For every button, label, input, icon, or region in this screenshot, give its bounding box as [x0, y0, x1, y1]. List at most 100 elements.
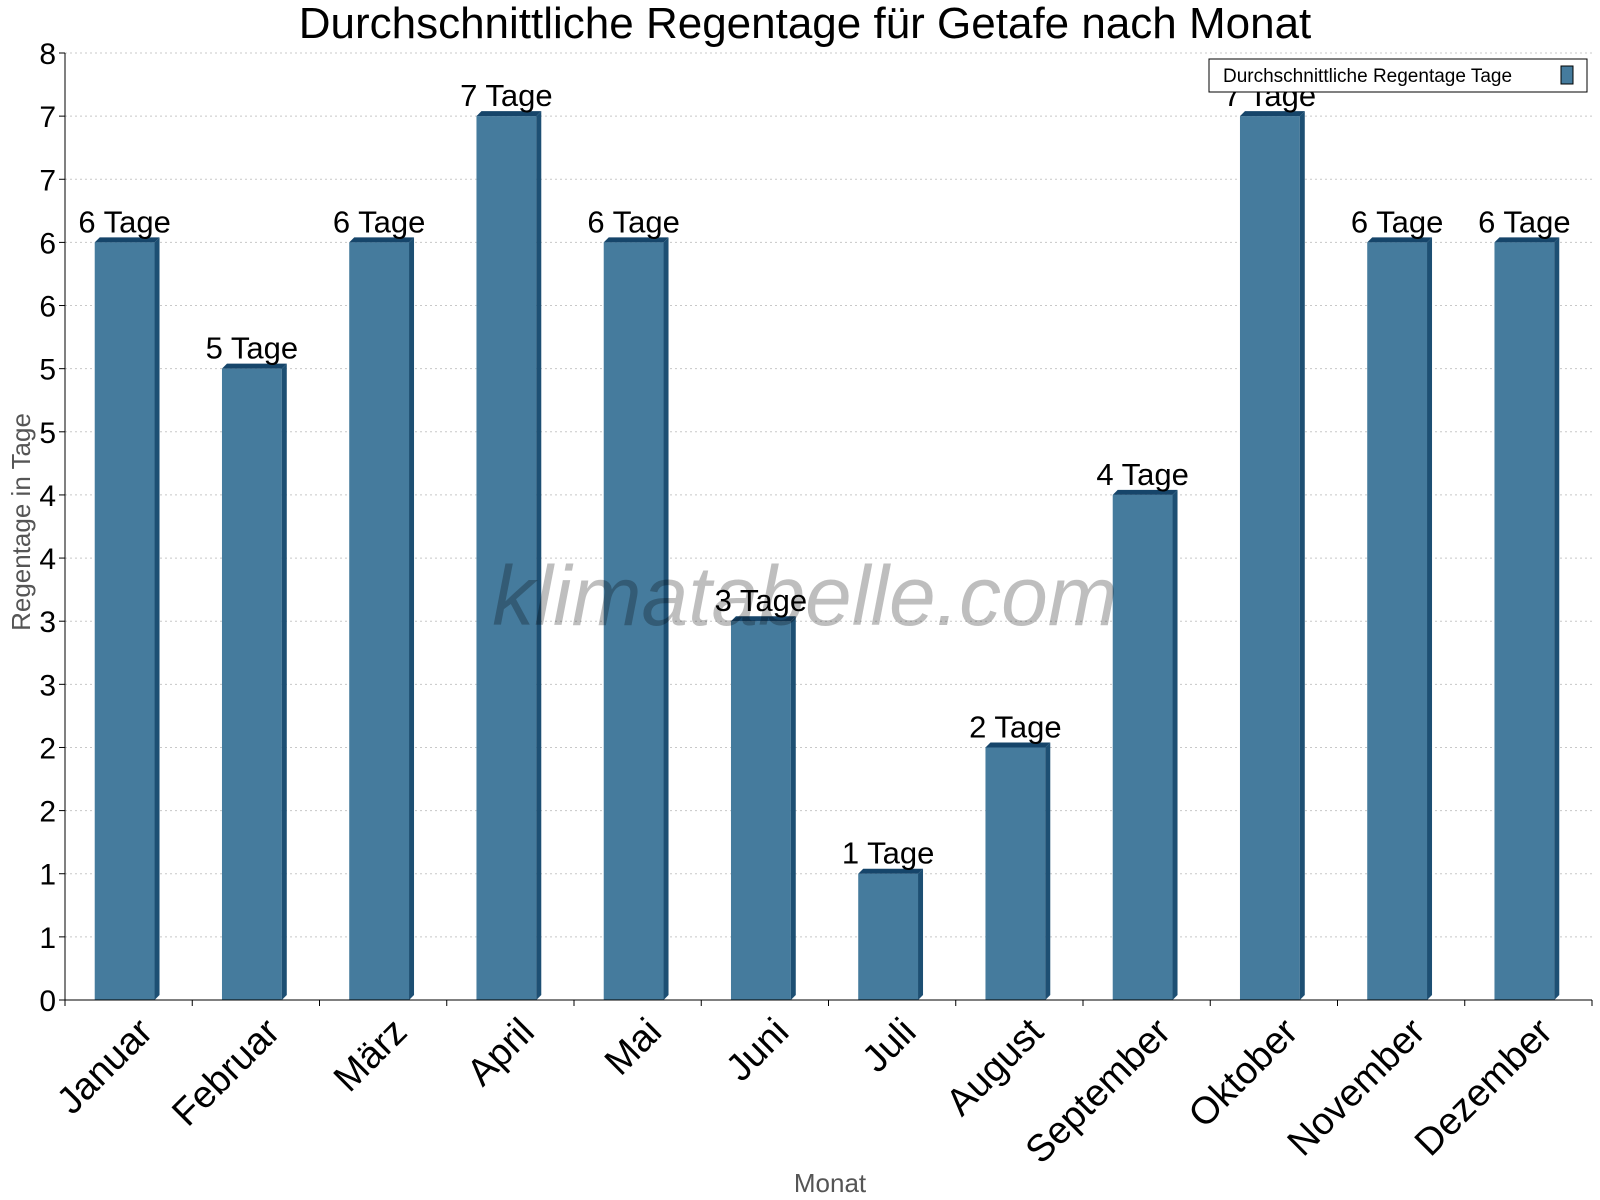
y-tick-label: 4 — [39, 543, 56, 576]
bar-side — [663, 237, 669, 1000]
bar-front — [1494, 242, 1555, 1000]
y-tick-label: 4 — [39, 480, 56, 513]
bar-side — [154, 237, 160, 1000]
x-tick-label: März — [326, 1011, 415, 1100]
y-tick-label: 0 — [39, 985, 56, 1018]
y-tick-label: 6 — [39, 227, 56, 260]
axes — [59, 52, 1593, 1006]
bars — [94, 111, 1560, 1001]
bar-top — [858, 868, 924, 874]
y-tick-label: 2 — [39, 732, 56, 765]
bar — [1494, 237, 1560, 1000]
x-tick-label: August — [938, 1010, 1052, 1124]
legend-box — [1208, 58, 1588, 93]
y-axis-title: Regentage in Tage — [6, 413, 36, 631]
bar-front — [94, 242, 155, 1000]
x-tick-label: Januar — [49, 1010, 161, 1122]
y-tick-label: 6 — [39, 291, 56, 324]
bar-side — [281, 363, 287, 1001]
watermark: klimatabelle.com — [492, 549, 1118, 643]
bar-front — [1112, 494, 1173, 1000]
bar-top — [1367, 237, 1433, 243]
y-tick-label: 7 — [39, 101, 56, 134]
x-tick-label: Februar — [164, 1010, 288, 1134]
y-tick-label: 2 — [39, 796, 56, 829]
bar-top — [603, 237, 669, 243]
bar-top — [985, 742, 1051, 748]
bar-side — [409, 237, 415, 1000]
grid-lines — [65, 52, 1592, 938]
bar-top — [730, 616, 796, 622]
data-label: 6 Tage — [78, 204, 171, 239]
data-label: 4 Tage — [1096, 457, 1189, 492]
bar-top — [94, 237, 160, 243]
x-axis-title: Monat — [794, 1168, 867, 1198]
bar-top — [1112, 489, 1178, 495]
data-label: 2 Tage — [969, 709, 1062, 744]
bar-side — [1427, 237, 1433, 1000]
data-label: 6 Tage — [333, 204, 426, 239]
y-tick-label: 3 — [39, 669, 56, 702]
data-label: 3 Tage — [715, 583, 808, 618]
x-tick-label: Juni — [718, 1011, 797, 1090]
bar — [1112, 489, 1178, 1000]
data-label: 6 Tage — [587, 204, 680, 239]
bar-top — [476, 111, 542, 117]
y-tick-label: 3 — [39, 606, 56, 639]
bar-front — [730, 621, 791, 1000]
y-tick-label: 1 — [39, 859, 56, 892]
bar-front — [985, 747, 1046, 1000]
data-labels: 6 Tage 5 Tage 6 Tage 7 Tage 6 Tage 3 Tage 1 Ta… — [78, 78, 1570, 871]
bar-top — [221, 363, 287, 369]
bar-front — [349, 242, 410, 1000]
x-tick-label: Dezember — [1407, 1010, 1561, 1164]
chart-title: Durchschnittliche Regentage für Getafe n… — [299, 0, 1312, 48]
bar — [94, 237, 160, 1000]
legend-swatch — [1560, 65, 1574, 85]
bar-front — [1367, 242, 1428, 1000]
y-tick-label: 1 — [39, 922, 56, 955]
bar-side — [918, 868, 924, 1000]
bar-front — [221, 368, 282, 1001]
data-label: 6 Tage — [1351, 204, 1444, 239]
x-tick-label: Oktober — [1181, 1010, 1307, 1136]
bar — [1367, 237, 1433, 1000]
bar-side — [1299, 111, 1305, 1001]
bar-front — [476, 116, 537, 1001]
bar-top — [1239, 111, 1305, 117]
bar-front — [603, 242, 664, 1000]
data-label: 6 Tage — [1478, 204, 1571, 239]
y-tick-label: 5 — [39, 354, 56, 387]
data-label: 7 Tage — [460, 78, 553, 113]
legend: Durchschnittliche Regentage Tage — [1208, 58, 1588, 93]
y-tick-label: 7 — [39, 164, 56, 197]
bar-top — [1494, 237, 1560, 243]
bar-side — [536, 111, 542, 1001]
bar — [221, 363, 287, 1001]
legend-label: Durchschnittliche Regentage Tage — [1223, 66, 1512, 87]
bar — [349, 237, 415, 1000]
bar — [730, 616, 796, 1000]
bar-front — [1239, 116, 1300, 1001]
bar-side — [1554, 237, 1560, 1000]
x-tick-label: April — [459, 1011, 542, 1094]
bar-front — [858, 873, 919, 1000]
bar-top — [349, 237, 415, 243]
y-tick-label: 8 — [39, 38, 56, 71]
x-tick-label: November — [1280, 1010, 1434, 1164]
bar-side — [1172, 489, 1178, 1000]
x-tick-labels: Januar Februar März April Mai Juni Juli AugustS… — [49, 1010, 1561, 1171]
x-tick-label: Juli — [854, 1011, 924, 1081]
data-label: 1 Tage — [842, 836, 935, 871]
bar — [476, 111, 542, 1001]
bar — [1239, 111, 1305, 1001]
bar-side — [1045, 742, 1051, 1000]
data-label: 5 Tage — [206, 331, 299, 366]
bar-side — [790, 616, 796, 1000]
bar — [985, 742, 1051, 1000]
bar — [858, 868, 924, 1000]
bar — [603, 237, 669, 1000]
y-tick-label: 5 — [39, 417, 56, 450]
y-tick-labels: 0 1 1 2 2 3 3 4 4 5 5 6 6 7 7 8 — [39, 38, 56, 1018]
